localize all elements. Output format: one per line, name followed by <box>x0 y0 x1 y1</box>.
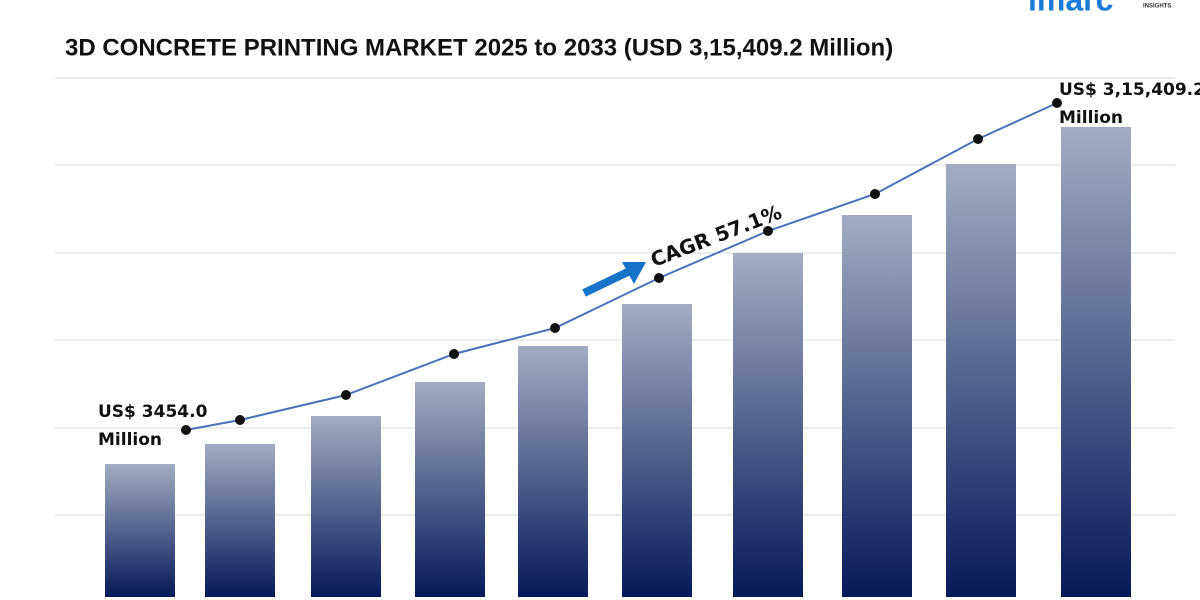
trend-dot <box>654 273 664 283</box>
arrow-shaft <box>582 266 634 297</box>
trend-dot <box>550 323 560 333</box>
start-label: Million <box>98 430 162 450</box>
trend-dot <box>449 349 459 359</box>
brand-sub: INSIGHTS <box>1143 4 1171 10</box>
bar <box>105 464 175 597</box>
trend-dot <box>763 226 773 236</box>
trend-dot <box>235 415 245 425</box>
bar <box>733 253 803 597</box>
trend-dot <box>973 134 983 144</box>
bar <box>946 164 1016 597</box>
bar <box>205 444 275 597</box>
plot <box>55 77 1175 597</box>
trend-dot <box>870 189 880 199</box>
start-label: US$ 3454.0 <box>98 402 208 422</box>
trend-dot <box>341 390 351 400</box>
bar <box>518 346 588 597</box>
trend-dot <box>181 425 191 435</box>
end-label: Million <box>1059 108 1123 128</box>
bar <box>311 416 381 597</box>
end-label: US$ 3,15,409.2 <box>1059 80 1200 100</box>
bar <box>622 304 692 597</box>
trend-dot <box>1052 98 1062 108</box>
trend-line <box>185 102 1058 431</box>
bar <box>1061 127 1131 597</box>
bar <box>842 215 912 597</box>
chart-title: 3D CONCRETE PRINTING MARKET 2025 to 2033… <box>65 34 893 61</box>
brand: imarc <box>1028 0 1113 17</box>
arrow-head <box>622 262 646 284</box>
cagr-arrow <box>582 262 646 297</box>
bar <box>415 382 485 597</box>
